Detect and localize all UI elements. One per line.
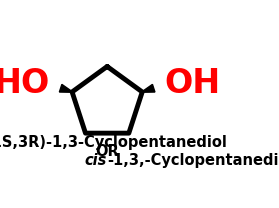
Text: OR: OR	[95, 144, 119, 159]
Text: (1S,3R)-1,3-Cyclopentanediol: (1S,3R)-1,3-Cyclopentanediol	[0, 135, 228, 150]
Polygon shape	[59, 84, 72, 92]
Text: OH: OH	[164, 67, 220, 100]
Text: cis: cis	[85, 154, 107, 168]
Text: HO: HO	[0, 67, 50, 100]
Text: -1,3,-Cyclopentanediol: -1,3,-Cyclopentanediol	[107, 154, 279, 168]
Polygon shape	[142, 84, 155, 92]
